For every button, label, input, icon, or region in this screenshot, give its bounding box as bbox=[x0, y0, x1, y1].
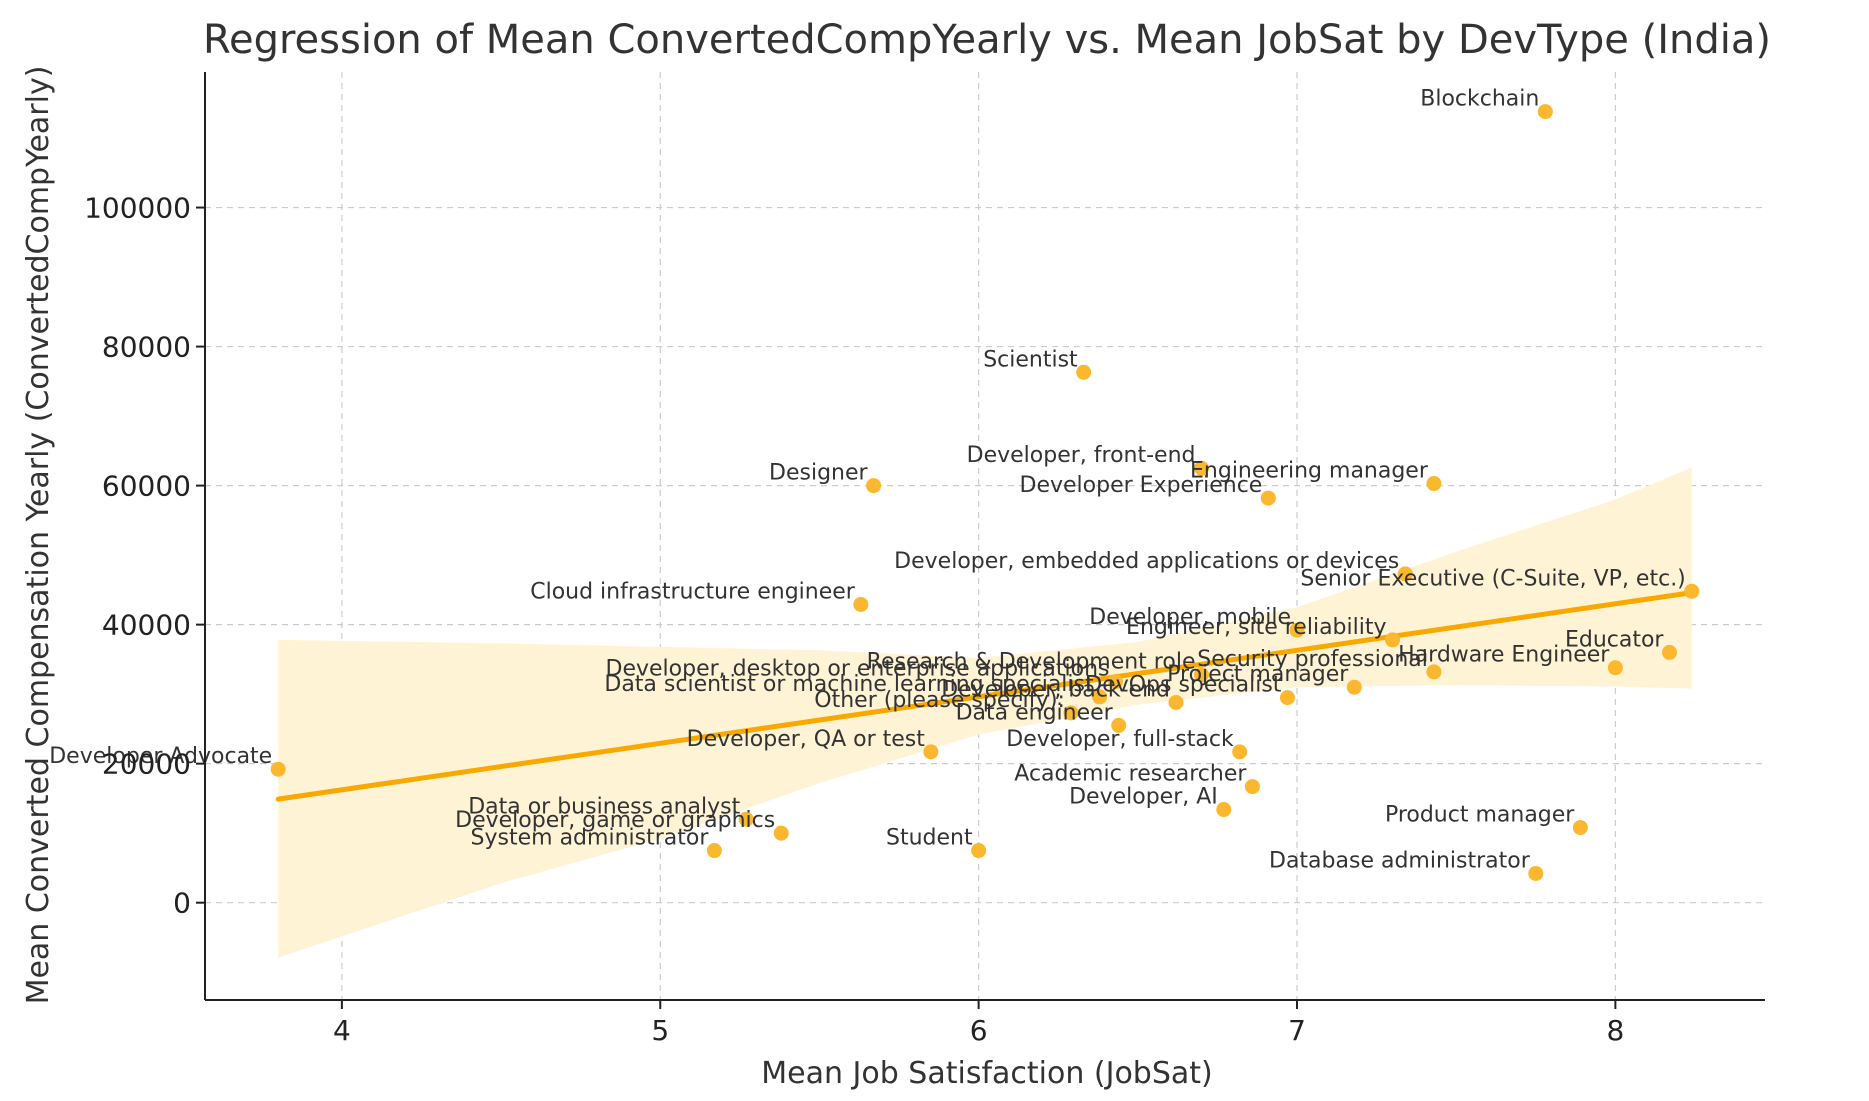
data-point bbox=[270, 761, 286, 777]
point-label: Student bbox=[886, 826, 973, 851]
point-label: Developer, AI bbox=[1069, 785, 1218, 810]
data-point bbox=[1607, 660, 1623, 676]
point-label: Scientist bbox=[983, 347, 1078, 372]
point-label: Other (please specify): bbox=[814, 688, 1065, 713]
point-label: Developer, back-end bbox=[941, 677, 1170, 702]
y-axis-label: Mean Converted Compensation Yearly (Conv… bbox=[21, 66, 56, 1005]
y-tick-label: 100000 bbox=[84, 192, 191, 225]
y-tick-label: 20000 bbox=[102, 748, 191, 781]
data-point bbox=[1108, 674, 1124, 690]
point-label: Developer Experience bbox=[1020, 473, 1263, 498]
data-point bbox=[923, 744, 939, 760]
data-point bbox=[971, 843, 987, 859]
data-point bbox=[1279, 690, 1295, 706]
x-tick-label: 5 bbox=[651, 1014, 669, 1047]
point-label: Research & Development role bbox=[867, 650, 1196, 675]
y-tick-label: 60000 bbox=[102, 470, 191, 503]
data-point bbox=[706, 843, 722, 859]
x-axis-label: Mean Job Satisfaction (JobSat) bbox=[761, 1056, 1213, 1091]
data-point bbox=[1426, 476, 1442, 492]
data-point bbox=[1244, 779, 1260, 795]
point-label: Engineer, site reliability bbox=[1126, 615, 1386, 640]
data-point bbox=[1193, 460, 1209, 476]
point-label: Database administrator bbox=[1269, 848, 1531, 873]
y-tick-label: 40000 bbox=[102, 609, 191, 642]
data-point bbox=[1346, 679, 1362, 695]
point-label: Academic researcher bbox=[1014, 762, 1247, 787]
data-point bbox=[1076, 364, 1092, 380]
point-label: DevOps specialist bbox=[1085, 673, 1282, 698]
data-point bbox=[1385, 632, 1401, 648]
point-label: Developer, embedded applications or devi… bbox=[894, 549, 1399, 574]
point-labels-layer: Blockchain Scientist Developer, front-end D… bbox=[49, 87, 1686, 874]
regression-line-layer bbox=[275, 590, 1695, 802]
point-label: Developer, game or graphics bbox=[455, 808, 775, 833]
point-label: Developer, desktop or enterprise applica… bbox=[606, 657, 1110, 682]
point-label: Senior Executive (C-Suite, VP, etc.) bbox=[1300, 566, 1685, 591]
point-label: Developer Advocate bbox=[49, 744, 272, 769]
data-point bbox=[1168, 694, 1184, 710]
x-tick-label: 8 bbox=[1606, 1014, 1624, 1047]
point-label: Product manager bbox=[1385, 803, 1575, 828]
point-label: Developer, full-stack bbox=[1006, 727, 1234, 752]
confidence-band bbox=[278, 467, 1692, 958]
data-point bbox=[1528, 865, 1544, 881]
point-label: Project manager bbox=[1167, 662, 1349, 687]
point-label: Developer, mobile bbox=[1089, 605, 1291, 630]
data-point bbox=[1193, 667, 1209, 683]
point-label: Data scientist or machine learning speci… bbox=[604, 672, 1094, 697]
point-label: Engineering manager bbox=[1190, 459, 1429, 484]
data-point bbox=[1426, 664, 1442, 680]
confidence-band-layer bbox=[278, 467, 1692, 958]
x-tick-label: 4 bbox=[333, 1014, 351, 1047]
x-tick-label: 6 bbox=[970, 1014, 988, 1047]
point-label: Hardware Engineer bbox=[1398, 643, 1610, 668]
regression-line bbox=[275, 590, 1695, 802]
data-point bbox=[1661, 644, 1677, 660]
y-tick-label: 0 bbox=[173, 887, 191, 920]
data-point bbox=[866, 478, 882, 494]
point-label: System administrator bbox=[471, 826, 710, 851]
point-label: Developer, front-end bbox=[967, 443, 1196, 468]
point-label: Designer bbox=[769, 461, 868, 486]
data-point bbox=[1216, 802, 1232, 818]
y-tick-label: 80000 bbox=[102, 331, 191, 364]
point-label: Data or business analyst bbox=[468, 794, 740, 819]
data-point bbox=[1289, 622, 1305, 638]
data-point bbox=[1397, 566, 1413, 582]
point-label: Cloud infrastructure engineer bbox=[530, 579, 856, 604]
data-point bbox=[853, 596, 869, 612]
data-point bbox=[1260, 490, 1276, 506]
point-label: Data engineer bbox=[956, 700, 1114, 725]
data-point bbox=[1537, 104, 1553, 120]
point-label: Blockchain bbox=[1420, 87, 1539, 112]
data-point bbox=[1232, 744, 1248, 760]
data-point bbox=[1063, 705, 1079, 721]
data-point bbox=[1092, 689, 1108, 705]
chart-title: Regression of Mean ConvertedCompYearly v… bbox=[203, 17, 1771, 63]
points-layer bbox=[270, 104, 1700, 881]
point-label: Educator bbox=[1565, 627, 1664, 652]
axes: 4 5 6 7 8 0 20000 40000 60000 80000 100000 bbox=[84, 72, 1765, 1047]
x-tick-label: 7 bbox=[1288, 1014, 1306, 1047]
point-label: Security professional bbox=[1197, 647, 1428, 672]
data-point bbox=[738, 811, 754, 827]
data-point bbox=[773, 825, 789, 841]
point-label: Developer, QA or test bbox=[687, 727, 926, 752]
data-point bbox=[1111, 717, 1127, 733]
data-point bbox=[1572, 820, 1588, 836]
data-point bbox=[1684, 583, 1700, 599]
